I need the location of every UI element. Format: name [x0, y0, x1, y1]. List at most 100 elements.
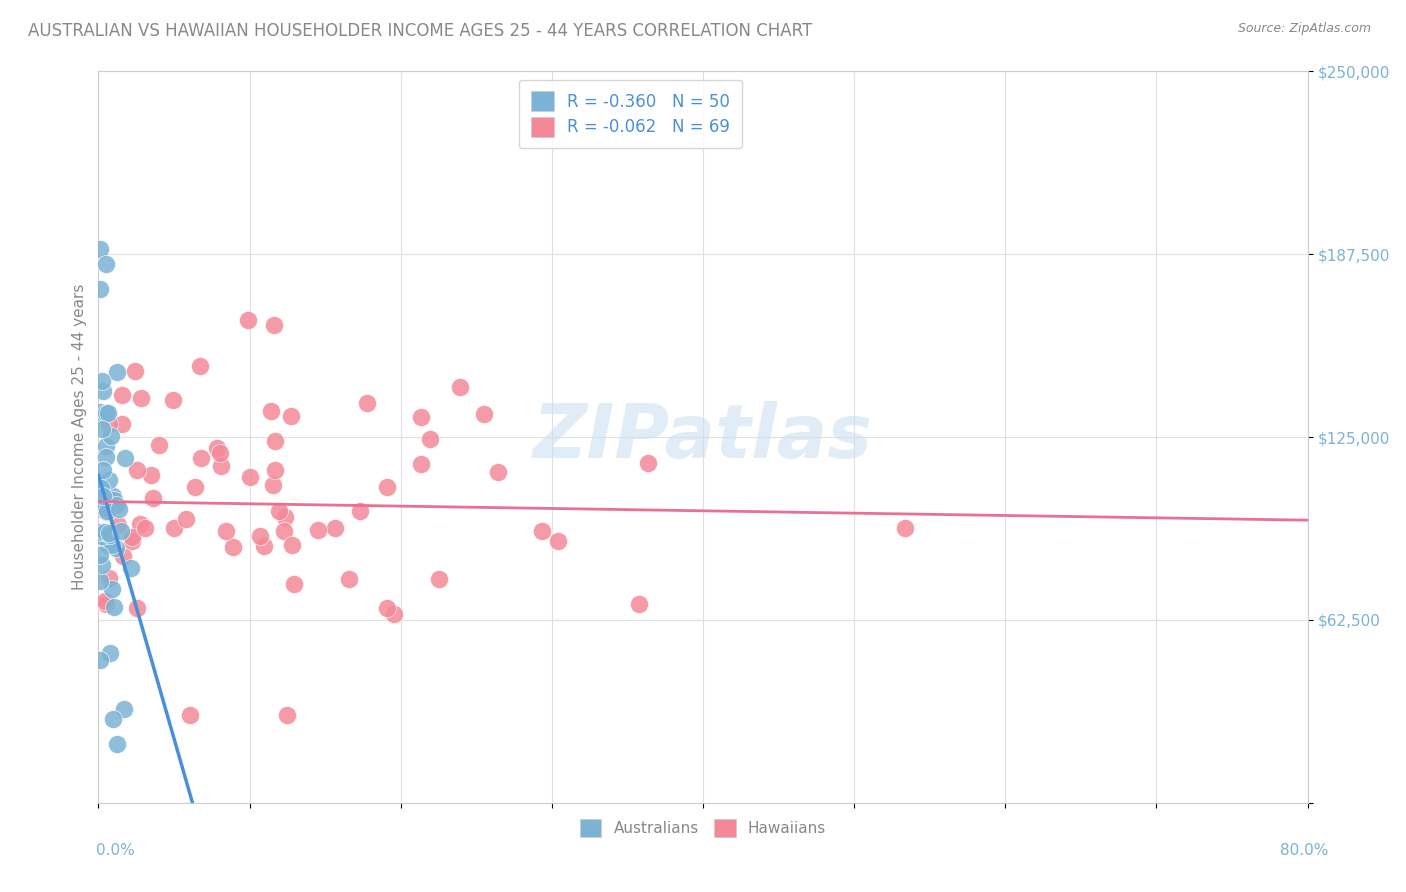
Point	[174, 512, 197, 526]
Point	[449, 380, 471, 394]
Point	[89, 242, 111, 256]
Point	[91, 529, 114, 543]
Point	[273, 524, 295, 538]
Point	[260, 403, 283, 417]
Point	[531, 524, 554, 539]
Point	[111, 388, 134, 402]
Point	[323, 521, 346, 535]
Point	[409, 457, 432, 471]
Point	[337, 572, 360, 586]
Point	[263, 463, 285, 477]
Point	[91, 489, 114, 503]
Point	[120, 561, 142, 575]
Point	[97, 525, 120, 540]
Point	[249, 529, 271, 543]
Point	[179, 708, 201, 723]
Point	[411, 410, 433, 425]
Point	[110, 524, 132, 538]
Point	[90, 491, 112, 506]
Point	[283, 577, 305, 591]
Point	[104, 498, 127, 512]
Point	[103, 492, 125, 507]
Point	[97, 407, 120, 421]
Point	[131, 391, 153, 405]
Point	[236, 313, 259, 327]
Point	[148, 438, 170, 452]
Point	[627, 597, 650, 611]
Point	[94, 406, 117, 420]
Point	[264, 434, 287, 448]
Point	[97, 538, 120, 552]
Point	[142, 491, 165, 505]
Text: 80.0%: 80.0%	[1281, 843, 1329, 858]
Point	[221, 540, 243, 554]
Y-axis label: Householder Income Ages 25 - 44 years: Householder Income Ages 25 - 44 years	[72, 284, 87, 591]
Point	[100, 582, 122, 596]
Point	[105, 737, 128, 751]
Point	[377, 480, 399, 494]
Point	[486, 465, 509, 479]
Point	[349, 504, 371, 518]
Point	[382, 607, 405, 622]
Point	[307, 523, 329, 537]
Point	[215, 524, 238, 538]
Point	[894, 521, 917, 535]
Point	[375, 601, 398, 615]
Point	[111, 549, 134, 563]
Point	[98, 647, 121, 661]
Point	[98, 571, 121, 585]
Point	[107, 518, 129, 533]
Point	[89, 527, 111, 541]
Point	[90, 481, 112, 495]
Point	[89, 652, 111, 666]
Point	[91, 558, 114, 573]
Point	[91, 422, 114, 436]
Point	[112, 702, 135, 716]
Point	[188, 359, 211, 374]
Legend: Australians, Hawaiians: Australians, Hawaiians	[574, 813, 832, 843]
Point	[209, 458, 232, 473]
Point	[108, 501, 131, 516]
Point	[208, 446, 231, 460]
Point	[427, 572, 450, 586]
Point	[89, 494, 111, 508]
Point	[96, 597, 118, 611]
Text: Source: ZipAtlas.com: Source: ZipAtlas.com	[1237, 22, 1371, 36]
Point	[121, 530, 143, 544]
Point	[93, 384, 115, 399]
Point	[96, 505, 118, 519]
Point	[111, 417, 134, 432]
Point	[90, 479, 112, 493]
Point	[262, 478, 284, 492]
Point	[637, 456, 659, 470]
Point	[134, 521, 156, 535]
Point	[105, 365, 128, 379]
Point	[139, 468, 162, 483]
Point	[356, 395, 378, 409]
Point	[183, 480, 205, 494]
Point	[124, 364, 146, 378]
Point	[89, 548, 111, 562]
Point	[94, 439, 117, 453]
Point	[125, 463, 148, 477]
Point	[101, 489, 124, 503]
Point	[190, 451, 212, 466]
Point	[253, 539, 276, 553]
Point	[281, 538, 304, 552]
Point	[91, 374, 114, 388]
Point	[419, 432, 441, 446]
Point	[100, 429, 122, 443]
Point	[163, 521, 186, 535]
Point	[96, 531, 118, 545]
Point	[129, 516, 152, 531]
Point	[97, 473, 120, 487]
Point	[205, 442, 228, 456]
Point	[103, 713, 125, 727]
Point	[96, 504, 118, 518]
Point	[127, 601, 149, 615]
Point	[114, 451, 136, 466]
Point	[274, 510, 297, 524]
Point	[105, 541, 128, 555]
Point	[276, 708, 298, 723]
Point	[472, 407, 495, 421]
